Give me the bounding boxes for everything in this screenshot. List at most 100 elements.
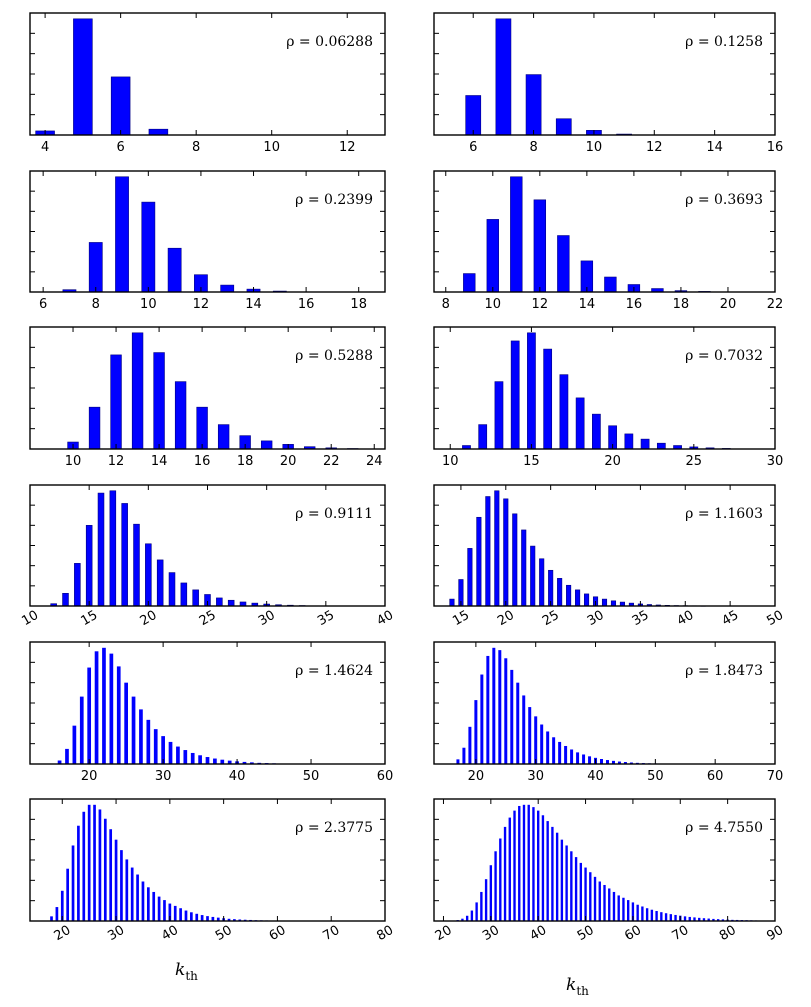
histogram-bar [161, 736, 165, 764]
histogram-bar [60, 890, 64, 921]
histogram-bar [168, 741, 173, 764]
histogram-bar [103, 818, 107, 921]
histogram-bar [179, 908, 182, 921]
histogram-bar [260, 440, 273, 450]
histogram-bar [510, 176, 523, 293]
histogram-bar [660, 912, 663, 921]
xlabel-right-main: k [566, 975, 576, 995]
histogram-bar [480, 891, 483, 921]
histogram-bar [485, 496, 491, 607]
histogram-bar [617, 761, 621, 764]
axes-frame [29, 484, 386, 607]
x-tick-label: 18 [350, 297, 367, 312]
histogram-bar [499, 838, 502, 921]
x-tick-label: 8 [92, 297, 100, 312]
histogram-bar [168, 903, 172, 921]
x-tick-label: 10 [65, 454, 82, 469]
histogram-bar [539, 558, 545, 607]
x-tick-label: 20 [433, 923, 455, 944]
histogram-bar [184, 910, 188, 921]
histogram-bar [541, 815, 545, 921]
histogram-bar [543, 348, 553, 450]
histogram-bar [87, 667, 92, 764]
histogram-bar [153, 729, 158, 764]
rho-label: ρ = 0.7032 [685, 348, 763, 364]
histogram-bar [116, 666, 121, 764]
xlabel-right: kth [566, 975, 589, 998]
histogram-bar [65, 748, 69, 764]
x-tick-label: 10 [442, 454, 459, 469]
x-tick-label: 12 [108, 454, 125, 469]
histogram-panel-2: 6 8 10 12 14 16 ρ = 0.1258 [433, 12, 784, 155]
histogram-bar [55, 907, 59, 921]
rho-label: ρ = 0.2399 [295, 192, 373, 208]
xlabel-left: kth [175, 960, 198, 983]
histogram-bar [153, 352, 165, 450]
histogram-bar [579, 862, 583, 921]
histogram-bar [465, 915, 469, 921]
histogram-bar [617, 895, 620, 921]
x-tick-label: 15 [79, 608, 101, 629]
histogram-bar [109, 829, 113, 921]
axes-frame [433, 484, 776, 607]
histogram-bar [533, 199, 547, 293]
x-tick-label: 10 [586, 140, 603, 155]
histogram-panel-8: 15 20 25 30 35 40 45 50 ρ = 1.1603 [433, 484, 786, 629]
histogram-bar [555, 118, 572, 136]
histogram-panel-1: 4 6 8 10 12 ρ = 0.06288 [29, 12, 386, 155]
histogram-bar [564, 745, 568, 764]
x-tick-label: 20 [604, 454, 621, 469]
histogram-bar [489, 865, 493, 921]
histogram-bar [656, 442, 666, 450]
histogram-bar [195, 913, 199, 921]
histogram-bar [467, 548, 473, 607]
histogram-bar [121, 503, 128, 607]
histogram-bar [576, 752, 580, 764]
histogram-bar [213, 758, 217, 764]
rho-label: ρ = 0.9111 [295, 506, 373, 522]
histogram-bar [115, 176, 129, 293]
histogram-bar [146, 887, 150, 921]
rho-label: ρ = 0.1258 [685, 34, 763, 50]
histogram-bar [173, 905, 177, 921]
histogram-bar [190, 912, 193, 921]
histogram-bar [163, 900, 166, 921]
x-tick-label: 12 [339, 140, 356, 155]
x-tick-label: 40 [374, 608, 396, 629]
histogram-bar [624, 433, 634, 450]
x-tick-label: 10 [485, 297, 502, 312]
x-tick-label: 50 [647, 769, 664, 784]
axes-frame [433, 170, 776, 293]
x-tick-label: 16 [194, 454, 211, 469]
histogram-bar [87, 804, 91, 921]
x-tick-label: 60 [377, 769, 394, 784]
histogram-bar [124, 682, 128, 764]
histogram-bar [88, 242, 103, 293]
histogram-bar [600, 759, 603, 764]
x-tick-label: 50 [575, 923, 597, 944]
histogram-bar [227, 760, 232, 764]
x-tick-label: 90 [764, 923, 786, 944]
x-tick-label: 10 [19, 608, 41, 629]
histogram-bar [66, 868, 69, 921]
histogram-bar [604, 276, 617, 293]
histogram-bar [492, 647, 496, 764]
histogram-bar [71, 845, 75, 921]
histogram-bar [484, 879, 488, 921]
histogram-bar [546, 731, 550, 764]
histogram-bar [629, 762, 633, 764]
histogram-bar [558, 741, 562, 764]
x-tick-label: 12 [646, 140, 663, 155]
histogram-panel-4: 8 10 12 14 16 18 20 22 ρ = 0.3693 [433, 170, 783, 312]
histogram-bar [217, 424, 230, 450]
histogram-bar [77, 825, 80, 921]
histogram-bar [242, 761, 247, 764]
x-tick-label: 16 [767, 140, 784, 155]
histogram-bar [636, 904, 639, 921]
histogram-bar [683, 916, 687, 921]
x-tick-label: 35 [630, 608, 652, 629]
histogram-bar [712, 918, 715, 921]
x-tick-label: 80 [717, 923, 739, 944]
rho-label: ρ = 1.1603 [685, 506, 763, 522]
histogram-bar [456, 759, 460, 764]
